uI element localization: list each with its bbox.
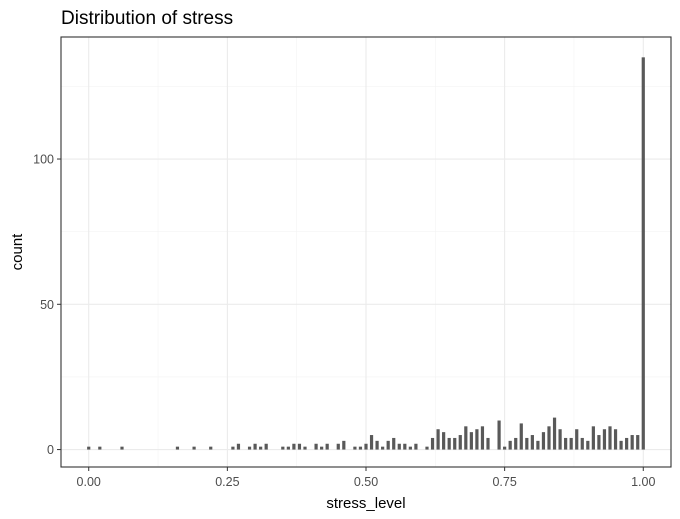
histogram-bar — [442, 432, 446, 450]
histogram-bar — [381, 446, 385, 450]
histogram-bar — [175, 446, 180, 450]
histogram-bar — [608, 426, 612, 450]
histogram-bar — [536, 440, 540, 450]
histogram-bar — [552, 417, 557, 450]
y-axis-title: count — [9, 233, 26, 271]
histogram-bar — [303, 446, 307, 450]
histogram-bar — [613, 429, 618, 450]
histogram-bar — [353, 446, 357, 450]
histogram-bar — [297, 443, 302, 450]
histogram-bar — [453, 437, 457, 450]
histogram-bar — [325, 443, 329, 450]
y-tick-label: 100 — [33, 153, 54, 167]
histogram-bar — [430, 437, 435, 450]
histogram-bar — [619, 440, 623, 450]
histogram-bar — [392, 437, 396, 450]
histogram-bar — [519, 423, 523, 450]
histogram-bar — [508, 440, 512, 450]
histogram-bar — [525, 437, 529, 450]
histogram-bar — [192, 446, 196, 450]
histogram-bar — [580, 437, 584, 450]
histogram-bar — [469, 432, 473, 450]
histogram-bar — [547, 426, 551, 450]
histogram-bar — [497, 420, 501, 450]
histogram-bar — [236, 443, 241, 450]
axes: 0.00 0.25 0.50 0.75 1.00 0 50 100 — [33, 153, 655, 489]
y-tick-label: 0 — [47, 443, 54, 457]
histogram-bar — [281, 446, 285, 450]
histogram-bar — [514, 437, 518, 450]
histogram-bar — [597, 435, 601, 450]
x-axis-title: stress_level — [326, 495, 405, 512]
histogram-bar — [425, 446, 429, 450]
histogram-bar — [403, 443, 407, 450]
histogram-bar — [436, 429, 440, 450]
histogram-bar — [475, 429, 479, 450]
histogram-bar — [530, 435, 534, 450]
histogram-bar — [636, 435, 640, 450]
histogram-bar — [209, 446, 213, 450]
chart-title: Distribution of stress — [61, 8, 233, 29]
histogram-bar — [591, 426, 595, 450]
histogram-bar — [541, 432, 546, 450]
x-tick-label: 0.25 — [215, 475, 239, 489]
histogram-bar — [247, 446, 252, 450]
histogram-bar — [231, 446, 235, 450]
histogram-bar — [503, 446, 507, 450]
grid — [61, 37, 671, 467]
histogram-bar — [458, 435, 462, 450]
histogram-bar — [397, 443, 401, 450]
x-tick-label: 0.75 — [492, 475, 516, 489]
histogram-bar — [575, 429, 579, 450]
histogram-bar — [259, 446, 263, 450]
histogram-bar — [564, 437, 568, 450]
histogram-bar — [447, 437, 451, 450]
histogram-bar — [480, 426, 485, 450]
histogram-bar — [253, 443, 257, 450]
histogram-bar — [336, 443, 340, 450]
histogram-bar — [369, 435, 374, 450]
histogram-bar — [386, 440, 390, 450]
histogram-bar — [358, 446, 363, 450]
histogram-bar — [569, 437, 573, 450]
histogram-bar — [602, 429, 607, 450]
histogram-bar — [292, 443, 296, 450]
histogram-bar — [120, 446, 124, 450]
x-tick-label: 0.00 — [77, 475, 101, 489]
histogram-bar — [414, 443, 418, 450]
histogram-bar — [87, 446, 91, 450]
histogram-bar — [408, 446, 412, 450]
histogram-bar — [625, 437, 629, 450]
histogram-bar — [364, 443, 368, 450]
histogram-bar — [375, 440, 379, 450]
histogram-bar — [320, 446, 324, 450]
histogram-bar — [314, 443, 318, 450]
histogram-bar — [464, 426, 468, 450]
histogram-bar — [286, 446, 290, 450]
histogram-bar — [342, 440, 346, 450]
histogram-bar — [486, 437, 490, 450]
x-tick-label: 1.00 — [631, 475, 655, 489]
y-tick-label: 50 — [40, 298, 54, 312]
histogram-bar — [98, 446, 102, 450]
bars — [87, 57, 645, 450]
histogram-bar — [630, 435, 634, 450]
histogram-bar — [586, 440, 590, 450]
histogram-bar — [558, 429, 562, 450]
histogram-bar — [264, 443, 268, 450]
histogram-bar — [641, 57, 645, 450]
x-tick-label: 0.50 — [354, 475, 378, 489]
